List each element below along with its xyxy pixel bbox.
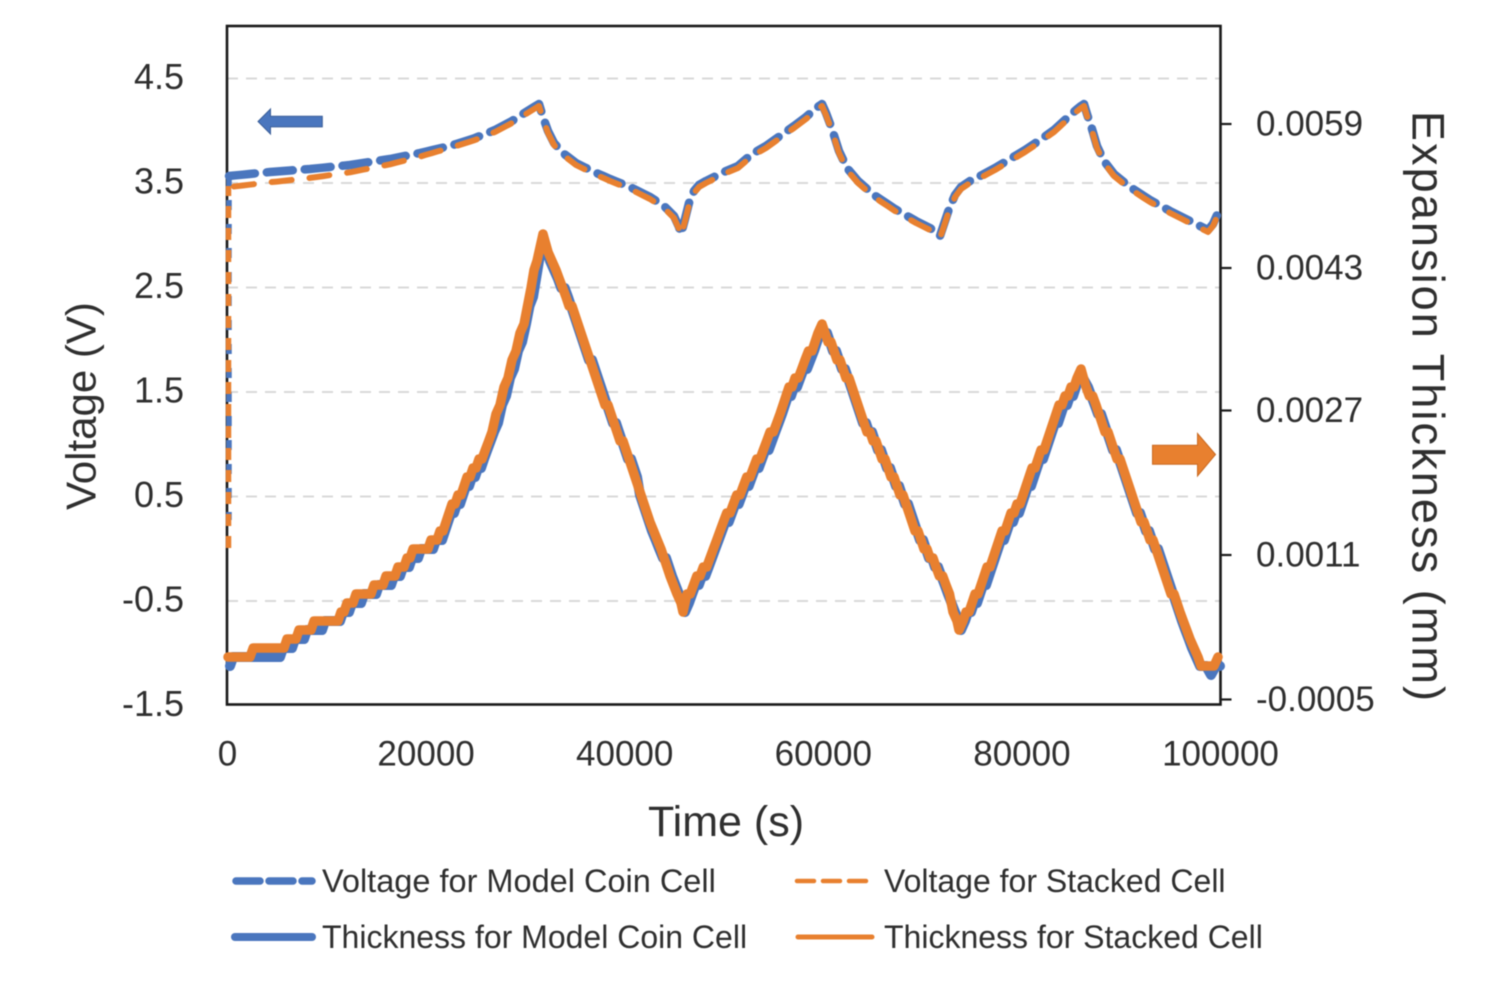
svg-text:0: 0 <box>218 735 237 774</box>
svg-text:-0.0005: -0.0005 <box>1256 680 1375 719</box>
svg-text:0.0011: 0.0011 <box>1256 536 1360 575</box>
svg-text:40000: 40000 <box>576 735 673 774</box>
svg-text:2.5: 2.5 <box>134 265 184 306</box>
svg-text:0.0043: 0.0043 <box>1256 249 1363 288</box>
svg-text:-0.5: -0.5 <box>122 579 184 620</box>
svg-text:4.5: 4.5 <box>134 56 184 97</box>
svg-text:100000: 100000 <box>1162 735 1279 774</box>
svg-text:Expansion Thickness (mm): Expansion Thickness (mm) <box>1403 111 1454 703</box>
svg-text:Thickness for Model Coin Cell: Thickness for Model Coin Cell <box>322 919 747 955</box>
svg-text:0.5: 0.5 <box>134 474 184 515</box>
svg-text:Voltage for Stacked Cell: Voltage for Stacked Cell <box>884 863 1226 899</box>
svg-text:0.0059: 0.0059 <box>1256 105 1363 144</box>
svg-text:Voltage for Model Coin Cell: Voltage for Model Coin Cell <box>322 863 716 899</box>
svg-text:Thickness for Stacked Cell: Thickness for Stacked Cell <box>884 919 1263 955</box>
svg-text:60000: 60000 <box>775 735 872 774</box>
svg-text:Voltage (V): Voltage (V) <box>58 302 105 510</box>
svg-text:80000: 80000 <box>973 735 1070 774</box>
svg-text:20000: 20000 <box>377 735 474 774</box>
svg-text:1.5: 1.5 <box>134 370 184 411</box>
svg-text:-1.5: -1.5 <box>122 683 184 724</box>
svg-text:Time (s): Time (s) <box>648 798 804 846</box>
svg-text:3.5: 3.5 <box>134 161 184 202</box>
svg-text:0.0027: 0.0027 <box>1256 391 1363 430</box>
